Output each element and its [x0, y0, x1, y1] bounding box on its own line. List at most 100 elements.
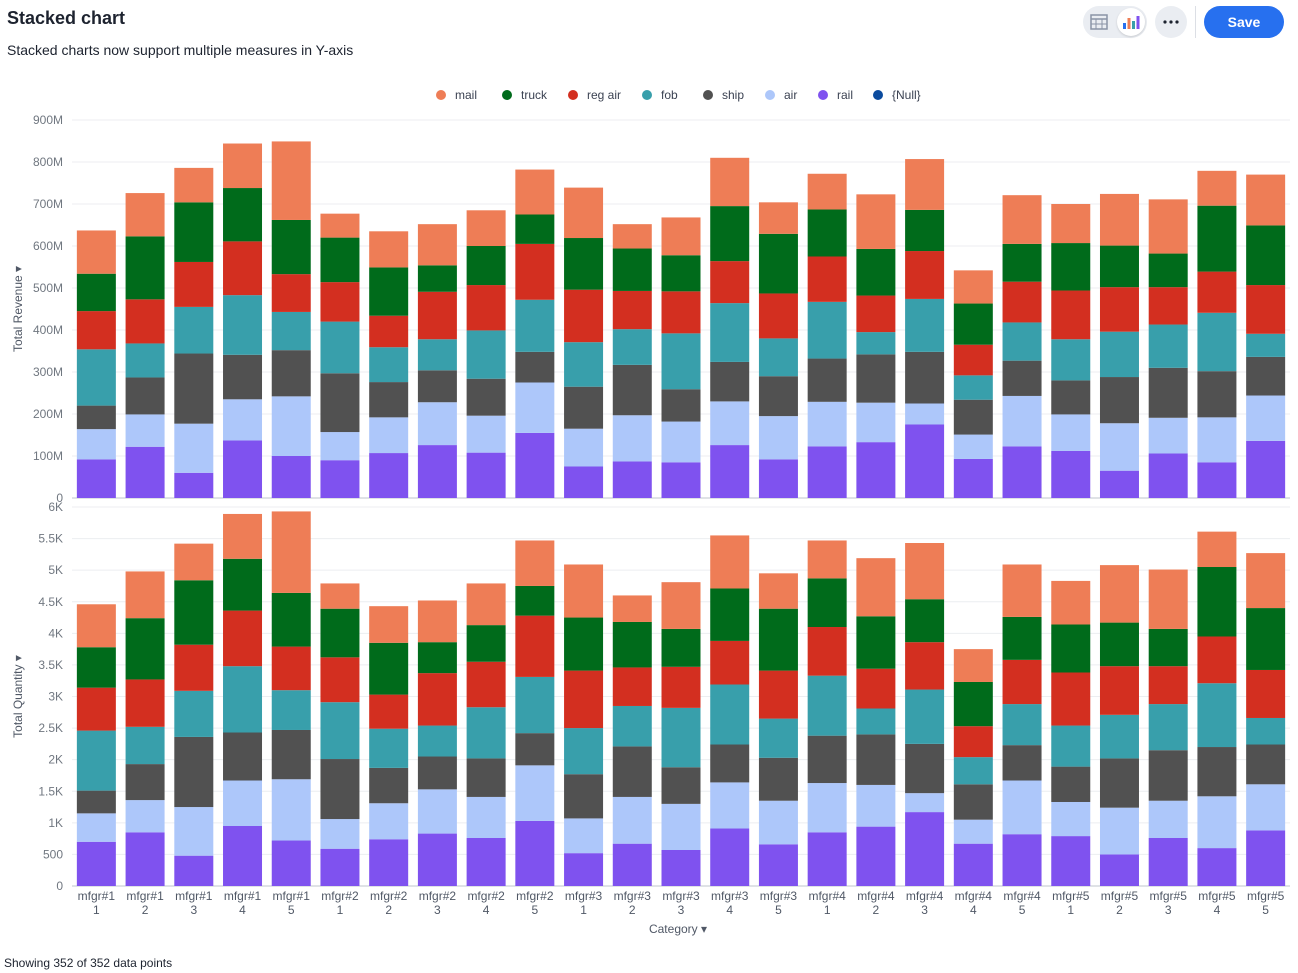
bar-segment-rail[interactable]: [76, 459, 116, 498]
legend-label-mail[interactable]: mail: [455, 88, 477, 102]
bar-segment-air[interactable]: [223, 399, 263, 441]
bar-segment-ship[interactable]: [1051, 766, 1091, 802]
bar-segment-rail[interactable]: [125, 832, 165, 886]
bar-segment-truck[interactable]: [1002, 243, 1042, 282]
bar-segment-regair[interactable]: [125, 679, 165, 727]
bar-segment-truck[interactable]: [369, 267, 409, 316]
bar-segment-regair[interactable]: [953, 726, 993, 758]
bar-segment-truck[interactable]: [1099, 622, 1139, 667]
bar-segment-rail[interactable]: [953, 843, 993, 886]
bar-segment-mail[interactable]: [661, 582, 701, 629]
bar-segment-truck[interactable]: [856, 248, 896, 296]
bar-segment-rail[interactable]: [564, 466, 604, 499]
bar-segment-ship[interactable]: [1246, 744, 1286, 785]
bar-segment-regair[interactable]: [1051, 672, 1091, 726]
bar-segment-ship[interactable]: [466, 758, 506, 797]
bar-segment-rail[interactable]: [466, 452, 506, 498]
bar-segment-regair[interactable]: [905, 642, 945, 690]
bar-segment-air[interactable]: [76, 813, 116, 842]
bar-segment-mail[interactable]: [1002, 564, 1042, 617]
bar-segment-fob[interactable]: [320, 702, 360, 760]
bar-segment-rail[interactable]: [612, 843, 652, 886]
bar-segment-truck[interactable]: [710, 588, 750, 641]
bar-segment-rail[interactable]: [271, 840, 311, 886]
bar-segment-truck[interactable]: [1148, 253, 1188, 288]
bar-segment-fob[interactable]: [271, 311, 311, 351]
bar-segment-truck[interactable]: [1002, 616, 1042, 660]
bar-segment-air[interactable]: [1148, 417, 1188, 454]
bar-segment-regair[interactable]: [758, 293, 798, 339]
bar-segment-truck[interactable]: [1051, 243, 1091, 291]
bar-segment-truck[interactable]: [1051, 624, 1091, 673]
y-axis-label-total-quantity[interactable]: Total Quantity ▾: [11, 655, 25, 738]
bar-segment-regair[interactable]: [1051, 290, 1091, 340]
bar-segment-rail[interactable]: [125, 446, 165, 498]
bar-segment-rail[interactable]: [1099, 854, 1139, 886]
bar-segment-mail[interactable]: [223, 143, 263, 189]
bar-segment-fob[interactable]: [76, 730, 116, 791]
bar-segment-regair[interactable]: [320, 657, 360, 703]
bar-segment-rail[interactable]: [807, 832, 847, 886]
bar-segment-rail[interactable]: [905, 424, 945, 499]
bar-segment-mail[interactable]: [320, 213, 360, 238]
bar-segment-regair[interactable]: [953, 344, 993, 376]
bar-segment-ship[interactable]: [758, 757, 798, 801]
bar-segment-air[interactable]: [758, 800, 798, 845]
bar-segment-air[interactable]: [953, 434, 993, 459]
bar-segment-truck[interactable]: [174, 580, 214, 645]
bar-segment-ship[interactable]: [1099, 377, 1139, 424]
bar-segment-truck[interactable]: [1099, 245, 1139, 288]
bar-segment-truck[interactable]: [76, 273, 116, 312]
bar-segment-fob[interactable]: [564, 728, 604, 775]
bar-segment-rail[interactable]: [1148, 453, 1188, 498]
bar-segment-fob[interactable]: [661, 333, 701, 390]
bar-segment-fob[interactable]: [223, 666, 263, 733]
bar-segment-truck[interactable]: [1148, 628, 1188, 667]
legend-marker-fob[interactable]: [642, 90, 652, 100]
bar-segment-air[interactable]: [76, 429, 116, 460]
bar-segment-regair[interactable]: [271, 274, 311, 312]
bar-segment-ship[interactable]: [466, 378, 506, 416]
bar-segment-fob[interactable]: [807, 675, 847, 736]
more-options-button[interactable]: [1155, 6, 1187, 38]
bar-segment-fob[interactable]: [1099, 331, 1139, 378]
bar-segment-mail[interactable]: [1148, 199, 1188, 254]
bar-segment-mail[interactable]: [758, 573, 798, 609]
bar-segment-ship[interactable]: [1002, 745, 1042, 781]
bar-segment-regair[interactable]: [369, 315, 409, 348]
bar-segment-fob[interactable]: [125, 726, 165, 765]
bar-segment-ship[interactable]: [856, 734, 896, 785]
bar-segment-air[interactable]: [466, 796, 506, 838]
bar-segment-fob[interactable]: [1099, 714, 1139, 759]
bar-segment-regair[interactable]: [369, 694, 409, 729]
bar-segment-mail[interactable]: [515, 169, 555, 215]
bar-segment-regair[interactable]: [1246, 669, 1286, 718]
bar-segment-mail[interactable]: [564, 564, 604, 618]
bar-segment-air[interactable]: [223, 780, 263, 826]
bar-segment-air[interactable]: [174, 807, 214, 856]
bar-segment-rail[interactable]: [320, 848, 360, 886]
bar-segment-truck[interactable]: [369, 642, 409, 695]
legend-label-regair[interactable]: reg air: [587, 88, 621, 102]
bar-segment-regair[interactable]: [320, 282, 360, 322]
bar-segment-mail[interactable]: [1197, 531, 1237, 568]
bar-segment-ship[interactable]: [76, 790, 116, 814]
bar-segment-air[interactable]: [1002, 395, 1042, 447]
bar-segment-mail[interactable]: [612, 595, 652, 622]
bar-segment-ship[interactable]: [369, 767, 409, 804]
bar-segment-fob[interactable]: [369, 347, 409, 383]
bar-segment-rail[interactable]: [758, 844, 798, 886]
bar-segment-mail[interactable]: [223, 513, 263, 559]
bar-segment-mail[interactable]: [1246, 553, 1286, 609]
bar-segment-rail[interactable]: [515, 820, 555, 886]
bar-segment-truck[interactable]: [125, 618, 165, 680]
bar-segment-fob[interactable]: [1148, 324, 1188, 368]
bar-segment-truck[interactable]: [905, 599, 945, 643]
bar-segment-ship[interactable]: [1246, 356, 1286, 396]
bar-segment-mail[interactable]: [1197, 170, 1237, 206]
bar-segment-rail[interactable]: [515, 432, 555, 498]
legend-label-ship[interactable]: ship: [722, 88, 744, 102]
bar-segment-fob[interactable]: [953, 375, 993, 400]
bar-segment-fob[interactable]: [1002, 704, 1042, 746]
bar-segment-regair[interactable]: [417, 673, 457, 726]
